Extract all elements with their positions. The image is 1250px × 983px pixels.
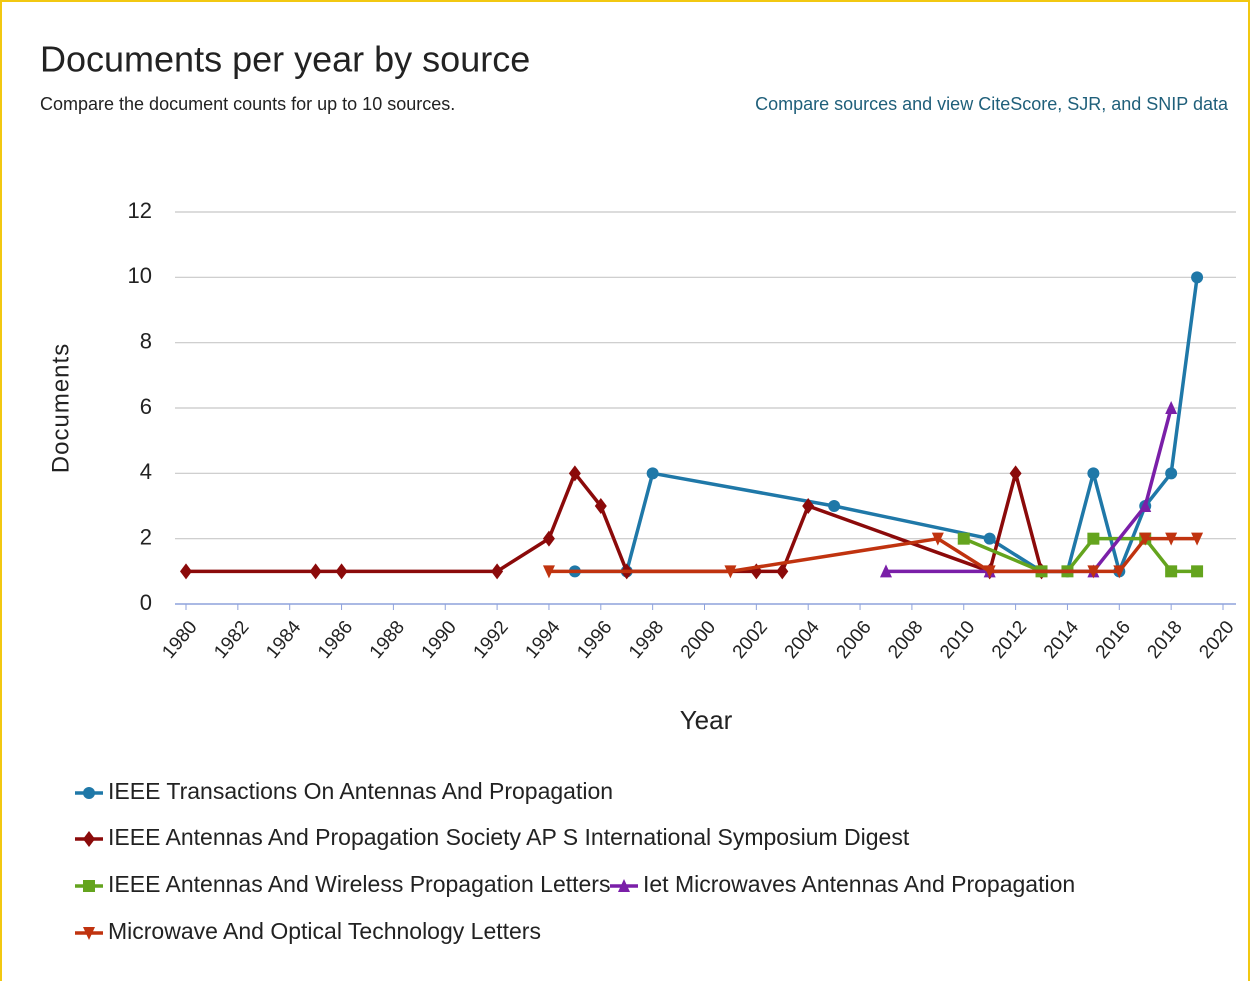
- chart-subtitle: Compare the document counts for up to 10…: [40, 94, 455, 114]
- series-line: [574, 277, 1199, 574]
- point: [1191, 271, 1204, 284]
- point: [802, 498, 815, 514]
- x-tick-label: 2008: [884, 617, 927, 663]
- point: [1191, 532, 1204, 546]
- y-tick-label: 0: [140, 590, 152, 615]
- legend-marker: [83, 927, 95, 940]
- x-tick-label: 2020: [1195, 617, 1238, 663]
- point: [1087, 467, 1100, 480]
- x-tick-label: 2010: [936, 617, 979, 663]
- y-tick-label: 8: [140, 328, 152, 353]
- legend-marker: [83, 787, 95, 799]
- series: [568, 271, 1204, 578]
- series: [180, 465, 1048, 580]
- series-line: [548, 536, 1198, 574]
- x-axis-label: Year: [680, 705, 733, 735]
- point: [931, 532, 944, 546]
- y-tick-label: 2: [140, 524, 152, 549]
- x-tick-label: 1982: [210, 617, 253, 663]
- point: [1165, 532, 1178, 546]
- x-tick-label: 1996: [573, 617, 616, 663]
- x-tick-label: 2004: [781, 617, 825, 663]
- x-tick-label: 1986: [314, 617, 357, 663]
- point: [568, 465, 581, 482]
- point: [1009, 465, 1022, 482]
- series-line: [186, 471, 1044, 574]
- point: [646, 467, 659, 480]
- x-tick-label: 2000: [677, 617, 720, 663]
- point: [983, 532, 996, 545]
- legend-label: Microwave And Optical Technology Letters: [108, 918, 541, 944]
- point: [828, 500, 841, 512]
- point: [309, 563, 322, 580]
- x-tick-label: 1990: [418, 617, 461, 663]
- point: [491, 563, 504, 580]
- point: [1113, 565, 1126, 579]
- y-tick-label: 12: [128, 198, 152, 223]
- point: [1165, 565, 1178, 578]
- point: [1191, 565, 1204, 578]
- point: [776, 563, 789, 580]
- legend-label: Iet Microwaves Antennas And Propagation: [643, 871, 1075, 897]
- legend-marker: [618, 879, 630, 892]
- y-tick-label: 10: [128, 263, 152, 288]
- legend-item: Microwave And Optical Technology Letters: [75, 918, 541, 944]
- legend-label: IEEE Antennas And Propagation Society AP…: [108, 824, 910, 850]
- x-tick-label: 2014: [1040, 617, 1084, 663]
- compare-link[interactable]: Compare sources and view CiteScore, SJR,…: [755, 94, 1229, 114]
- point: [594, 498, 607, 514]
- point: [724, 565, 737, 579]
- point: [1139, 499, 1152, 512]
- legend-item: IEEE Antennas And Wireless Propagation L…: [75, 871, 610, 897]
- point: [1165, 467, 1178, 480]
- point: [542, 530, 555, 547]
- point: [879, 564, 892, 578]
- x-tick-label: 1994: [521, 617, 565, 663]
- point: [1087, 532, 1100, 545]
- series: [879, 401, 1178, 578]
- point: [983, 565, 996, 579]
- point: [957, 532, 970, 545]
- x-tick-label: 1980: [158, 617, 201, 663]
- point: [180, 563, 192, 580]
- x-tick-label: 2012: [988, 617, 1031, 663]
- legend-item: IEEE Antennas And Propagation Society AP…: [75, 824, 910, 850]
- legend-label: IEEE Transactions On Antennas And Propag…: [108, 778, 613, 804]
- x-tick-label: 2018: [1144, 617, 1187, 663]
- x-tick-label: 1984: [262, 617, 306, 663]
- legend-label: IEEE Antennas And Wireless Propagation L…: [108, 871, 610, 897]
- point: [1139, 532, 1152, 546]
- point: [335, 563, 348, 580]
- y-axis-label: Documents: [47, 343, 74, 473]
- y-tick-label: 4: [140, 459, 152, 484]
- y-tick-label: 6: [140, 394, 152, 419]
- x-tick-label: 1992: [470, 617, 513, 663]
- legend-item: Iet Microwaves Antennas And Propagation: [610, 871, 1075, 897]
- x-tick-label: 1998: [625, 617, 668, 663]
- legend-marker: [83, 831, 95, 847]
- point: [1165, 401, 1178, 414]
- chart-title: Documents per year by source: [40, 39, 530, 80]
- point: [542, 565, 555, 579]
- legend-item: IEEE Transactions On Antennas And Propag…: [75, 778, 613, 804]
- x-tick-label: 2016: [1092, 617, 1135, 663]
- legend-marker: [83, 880, 95, 892]
- x-tick-label: 2006: [832, 617, 875, 663]
- point: [1087, 565, 1100, 579]
- series: [542, 532, 1204, 579]
- x-tick-label: 2002: [729, 617, 772, 663]
- x-tick-label: 1988: [366, 617, 409, 663]
